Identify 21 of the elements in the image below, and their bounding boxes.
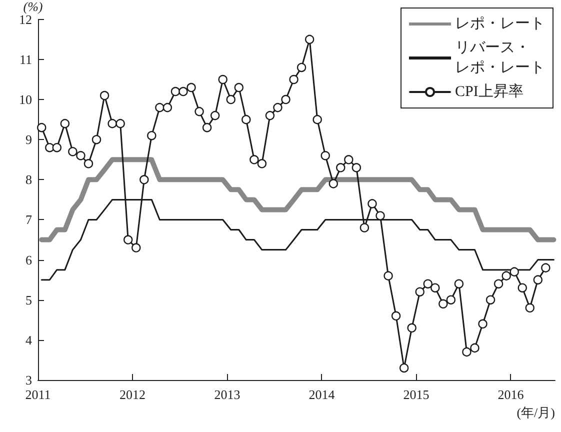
y-tick-label: 6	[26, 252, 32, 268]
x-tick-label: 2012	[119, 387, 146, 402]
y-tick-label: 7	[26, 212, 32, 228]
x-tick-label: 2013	[214, 387, 240, 402]
y-tick-label: 5	[26, 292, 32, 308]
y-tick-label: 10	[19, 92, 32, 108]
y-tick-label: 11	[19, 52, 32, 67]
legend-label: レポ・レート	[455, 16, 545, 32]
x-tick-label: 2014	[308, 387, 336, 402]
y-axis-title: (%)	[23, 0, 43, 14]
y-tick-label: 3	[26, 372, 32, 388]
y-tick-label: 8	[26, 172, 32, 188]
x-tick-label: 2015	[403, 387, 430, 402]
legend-label: リバース・レポ・レート	[455, 40, 545, 76]
y-tick-label: 4	[26, 332, 32, 348]
x-tick-label: 2016	[498, 387, 524, 402]
legend-label: CPI上昇率	[455, 83, 524, 100]
x-axis-title: (年/月)	[516, 405, 555, 420]
x-tick-label: 2011	[25, 387, 51, 402]
y-tick-label: 9	[26, 132, 32, 148]
y-tick-label: 12	[19, 12, 32, 27]
